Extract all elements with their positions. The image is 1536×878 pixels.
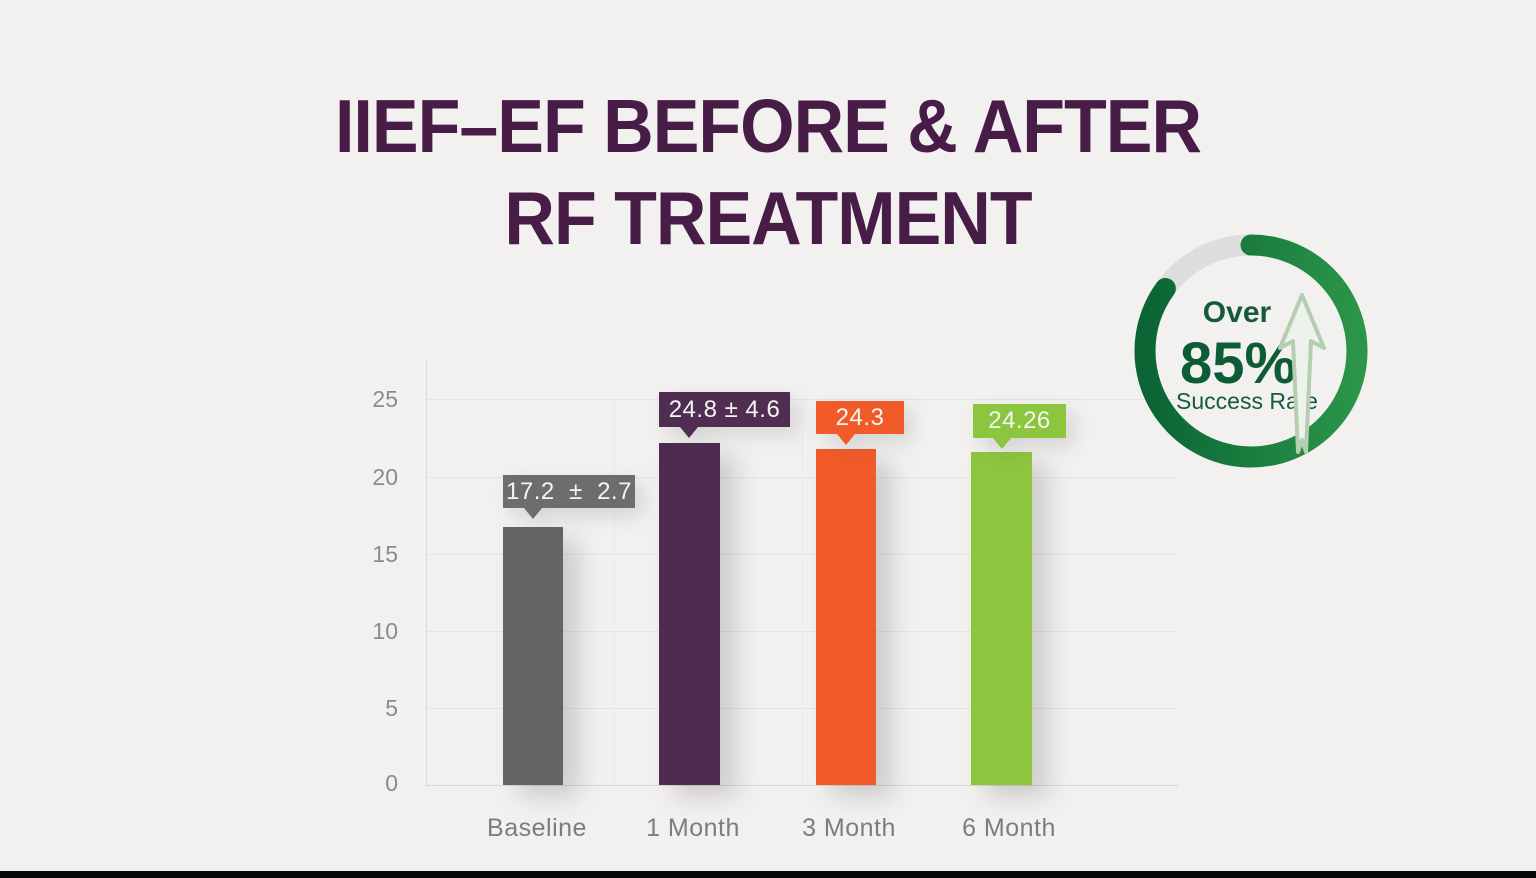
value-label-text: 24.8 ± 4.6 <box>668 395 781 423</box>
y-axis-line <box>426 360 427 785</box>
title-line-1: IIEF–EF BEFORE & AFTER <box>334 83 1202 169</box>
x-label-1-month: 1 Month <box>646 814 740 842</box>
value-label-3-month: 24.3 <box>816 401 904 445</box>
y-tick-label: 15 <box>372 541 398 567</box>
tooltip-pointer-icon <box>993 438 1011 449</box>
gridline-vertical <box>614 399 615 785</box>
value-label-text: 24.3 <box>835 403 885 431</box>
value-label-text: 24.26 <box>988 407 1051 434</box>
tooltip-pointer-icon <box>837 434 855 445</box>
tooltip-pointer-icon <box>680 427 698 438</box>
value-label-text: 17.2 ± 2.7 <box>506 477 632 505</box>
value-label-6-month: 24.26 <box>973 404 1066 449</box>
x-label-baseline: Baseline <box>487 814 587 842</box>
up-arrow-icon <box>1278 293 1326 454</box>
y-tick-label: 25 <box>372 386 398 412</box>
bar-6-month <box>971 452 1032 785</box>
title-line-2: RF TREATMENT <box>504 175 1032 261</box>
y-tick-label: 0 <box>385 770 398 796</box>
y-tick-label: 5 <box>385 695 398 721</box>
x-label-3-month: 3 Month <box>802 814 896 842</box>
x-axis-line <box>426 785 1178 786</box>
bottom-border-bar <box>0 871 1536 878</box>
y-tick-label: 20 <box>372 464 398 490</box>
y-tick-label: 10 <box>372 618 398 644</box>
value-label-baseline: 17.2 ± 2.7 <box>503 475 635 519</box>
value-label-1-month: 24.8 ± 4.6 <box>659 392 790 438</box>
bar-baseline <box>503 527 563 785</box>
x-label-6-month: 6 Month <box>962 814 1056 842</box>
badge-over-text: Over <box>1202 296 1272 329</box>
bar-3-month <box>816 449 876 785</box>
gridline-vertical <box>802 399 803 785</box>
page-title: IIEF–EF BEFORE & AFTER RF TREATMENT <box>0 80 1536 264</box>
success-ring-icon <box>1134 234 1368 468</box>
bar-1-month <box>659 443 720 785</box>
badge-percent: 85% <box>1179 331 1297 396</box>
tooltip-pointer-icon <box>524 508 542 519</box>
